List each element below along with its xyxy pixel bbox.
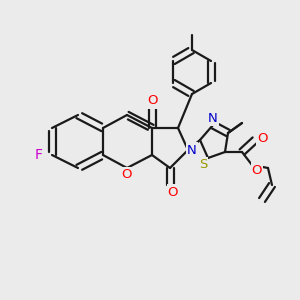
Text: O: O	[257, 131, 267, 145]
Text: S: S	[199, 158, 207, 172]
Text: O: O	[148, 94, 158, 107]
Text: O: O	[168, 185, 178, 199]
Text: O: O	[122, 169, 132, 182]
Text: O: O	[252, 164, 262, 176]
Text: N: N	[187, 143, 197, 157]
Text: F: F	[35, 148, 43, 162]
Text: N: N	[208, 112, 218, 124]
